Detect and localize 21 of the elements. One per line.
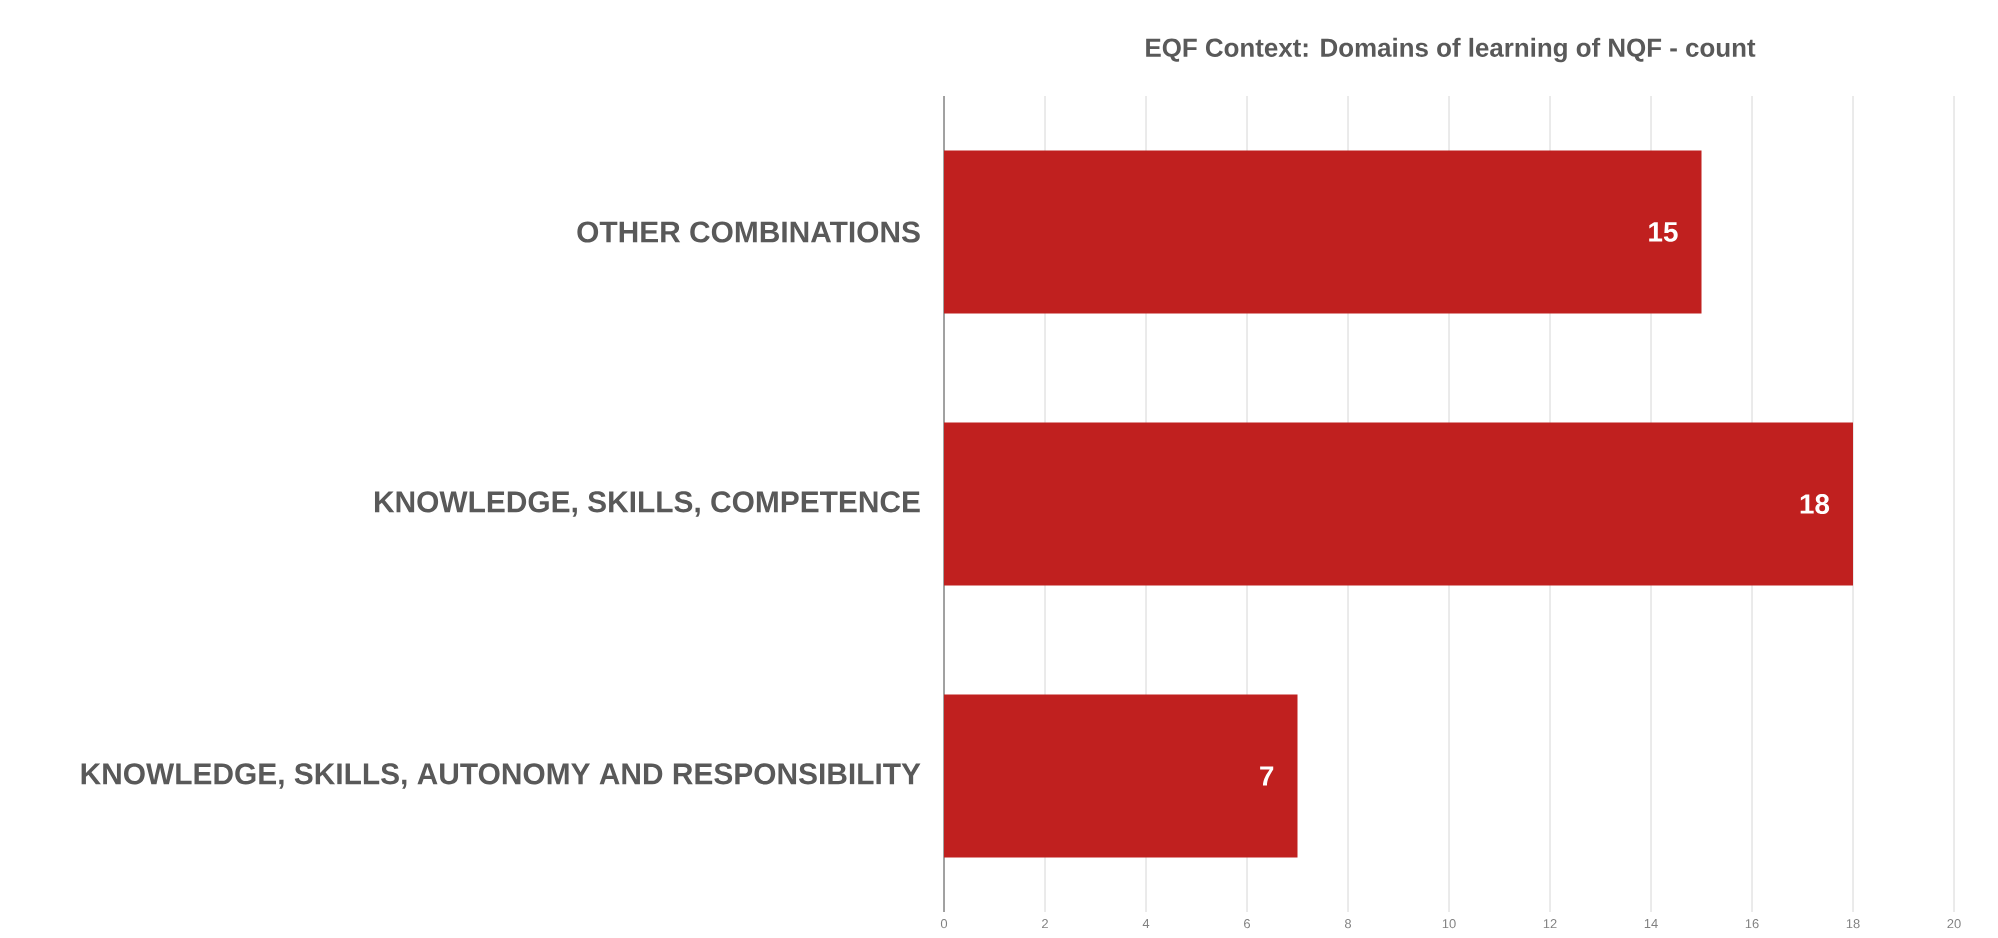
bar — [944, 422, 1854, 586]
x-tick-label: 20 — [1947, 919, 1961, 929]
x-tick-label: 0 — [940, 919, 948, 929]
bar — [944, 150, 1702, 314]
x-tick-label: 16 — [1745, 919, 1759, 929]
x-tick-label: 2 — [1042, 919, 1048, 929]
x-tick-label: 18 — [1846, 919, 1860, 929]
chart-title: EQF Context: Domains of learning of NQF - count — [1146, 37, 1756, 63]
x-tick-label: 14 — [1644, 919, 1658, 928]
data-label: 7 — [1260, 766, 1274, 786]
bar — [944, 694, 1298, 858]
x-tick-label: 4 — [1142, 919, 1150, 928]
data-label: 18 — [1800, 494, 1830, 514]
x-tick-label: 12 — [1543, 919, 1557, 929]
y-tick-label: KNOWLEDGE, SKILLS, AUTONOMY AND RESPONSIBILITY — [81, 763, 921, 789]
x-tick-label: 8 — [1344, 919, 1352, 929]
data-label: 15 — [1649, 222, 1678, 242]
x-tick-label: 10 — [1442, 919, 1456, 929]
y-tick-label: OTHER COMBINATIONS — [577, 221, 920, 243]
x-tick-label: 6 — [1244, 919, 1251, 929]
y-tick-label: KNOWLEDGE, SKILLS, COMPETENCE — [374, 491, 920, 517]
